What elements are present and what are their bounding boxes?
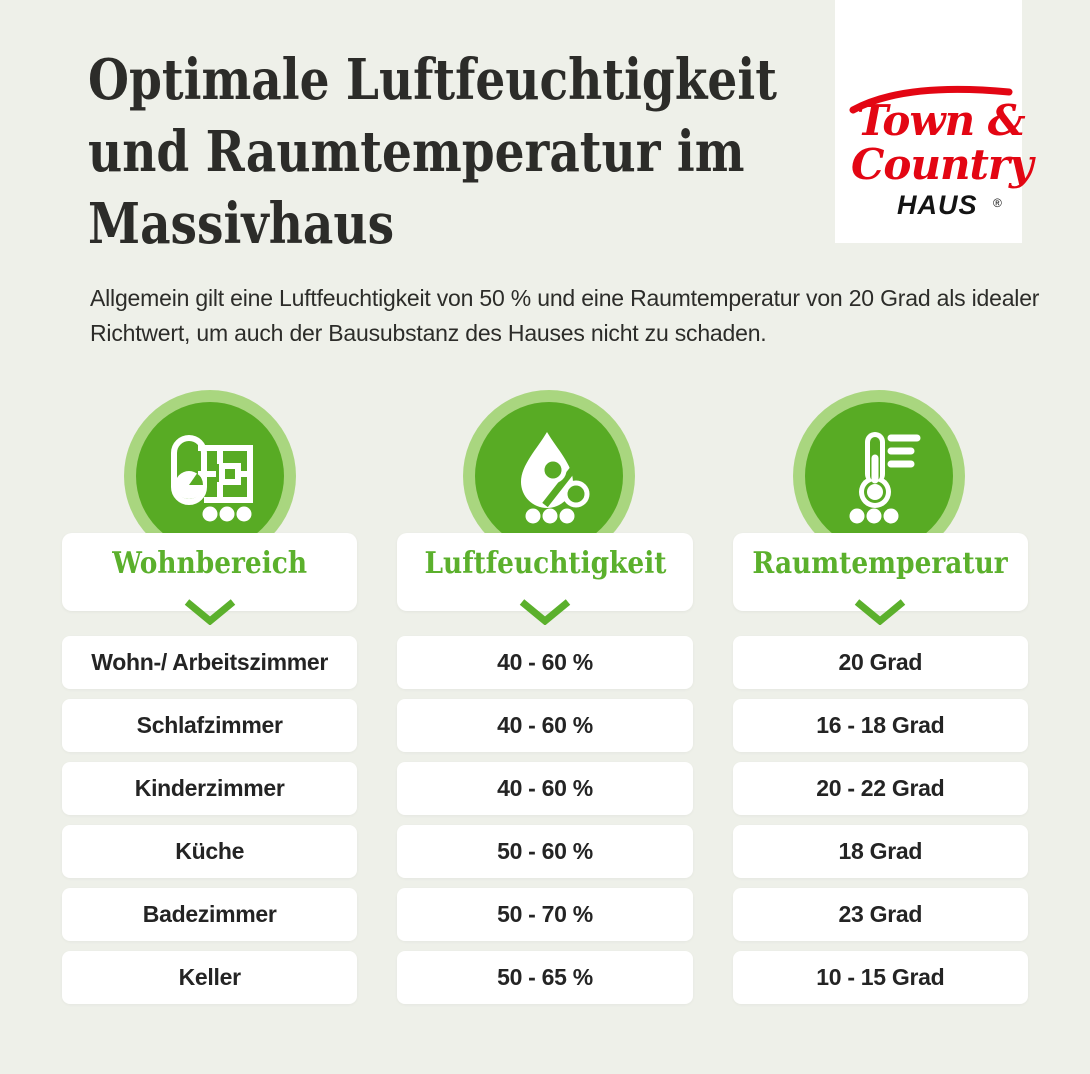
wohnbereich-icon-circle-inner	[136, 402, 284, 550]
thermometer-icon	[849, 432, 921, 524]
table-cell: 16 - 18 Grad	[732, 699, 1028, 752]
column-header-label: Wohnbereich	[112, 546, 308, 581]
table-cell: 40 - 60 %	[397, 636, 693, 689]
table-cell: Kinderzimmer	[62, 762, 358, 815]
luftfeuchtigkeit-icon-circle-inner	[475, 402, 623, 550]
table-cell: 40 - 60 %	[397, 762, 693, 815]
column-headers: Wohnbereich Luftfeuchtigkeit Raumtempera…	[62, 533, 1028, 625]
column-header-raumtemperatur: Raumtemperatur	[732, 533, 1028, 625]
chevron-down-icon	[855, 599, 906, 625]
table-cell: 18 Grad	[732, 825, 1028, 878]
title-line-2: und Raumtemperatur im	[88, 119, 745, 185]
wohnbereich-icon-circle	[124, 390, 296, 562]
table-cell: 23 Grad	[732, 888, 1028, 941]
table-cell: 10 - 15 Grad	[732, 951, 1028, 1004]
column-header-luftfeuchtigkeit: Luftfeuchtigkeit	[397, 533, 693, 625]
intro-text: Allgemein gilt eine Luftfeuchtigkeit von…	[90, 285, 1040, 346]
table-cell: Badezimmer	[62, 888, 358, 941]
column-header-wohnbereich: Wohnbereich	[62, 533, 358, 625]
page-title: Optimale Luftfeuchtigkeit und Raumtemper…	[88, 44, 777, 260]
table-cell: Schlafzimmer	[62, 699, 358, 752]
column-header-label: Luftfeuchtigkeit	[424, 546, 666, 581]
table-cell: 40 - 60 %	[397, 699, 693, 752]
title-line-3: Massivhaus	[88, 191, 395, 257]
logo-swoosh-icon	[849, 85, 1013, 114]
humidity-drop-percent-icon	[521, 432, 590, 524]
blueprint-floorplan-icon	[171, 435, 253, 522]
logo-text-town: Town &	[857, 96, 1026, 145]
table-cell: 50 - 60 %	[397, 825, 693, 878]
table-cell: 50 - 65 %	[397, 951, 693, 1004]
logo-text-country: Country	[851, 140, 1033, 189]
raumtemperatur-icon-circle-inner	[805, 402, 953, 550]
table-cell: 50 - 70 %	[397, 888, 693, 941]
table-cell: Keller	[62, 951, 358, 1004]
chevron-down-icon	[519, 599, 571, 625]
title-line-1: Optimale Luftfeuchtigkeit	[88, 47, 777, 113]
table-cell: Wohn-/ Arbeitszimmer	[62, 636, 358, 689]
table-cell: 20 - 22 Grad	[732, 762, 1028, 815]
town-country-logo: Town & Country HAUS ®	[835, 0, 1033, 243]
column-header-label: Raumtemperatur	[752, 546, 1008, 581]
table-cell: Küche	[62, 825, 358, 878]
registered-trademark-icon: ®	[993, 196, 1002, 210]
table-cell: 20 Grad	[732, 636, 1028, 689]
logo-text-haus: HAUS	[897, 190, 978, 220]
table-grid: Wohn-/ Arbeitszimmer 40 - 60 % 20 Grad Schl…	[62, 636, 1028, 1004]
chevron-down-icon	[184, 599, 235, 625]
